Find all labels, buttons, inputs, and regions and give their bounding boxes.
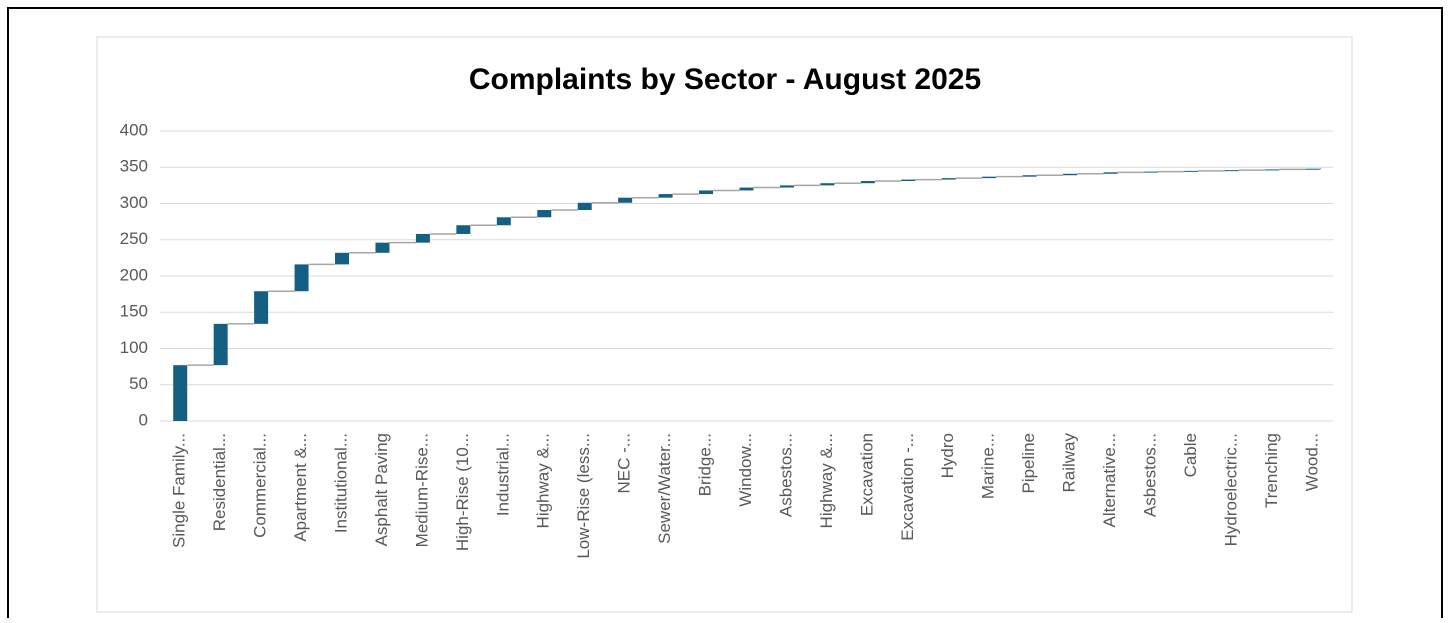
bar	[779, 185, 794, 188]
bar	[1103, 172, 1118, 174]
x-tick-label: High-Rise (10...	[453, 433, 472, 551]
x-tick-label: Railway	[1060, 433, 1079, 493]
bar	[254, 291, 269, 324]
x-tick-label: Window...	[736, 433, 755, 507]
x-tick-label: Excavation	[857, 433, 876, 516]
x-tick-label: Commercial...	[251, 433, 270, 538]
bar	[415, 233, 430, 243]
bar	[739, 187, 754, 191]
y-tick-label: 50	[129, 374, 148, 393]
x-tick-label: Wood...	[1302, 433, 1321, 491]
y-tick-label: 200	[120, 265, 148, 284]
x-tick-label: Bridge...	[696, 433, 715, 496]
x-tick-label: NEC -...	[615, 433, 634, 493]
bar	[658, 194, 673, 198]
bar	[1305, 168, 1320, 170]
bar	[1143, 171, 1158, 173]
x-tick-label: Trenching	[1262, 433, 1281, 508]
bar	[335, 252, 350, 265]
x-tick-label: Marine...	[979, 433, 998, 499]
y-tick-label: 0	[139, 410, 148, 429]
bar	[1022, 175, 1037, 177]
x-tick-label: Cable	[1181, 433, 1200, 477]
y-tick-label: 400	[120, 120, 148, 139]
bar	[294, 264, 309, 292]
bar	[820, 183, 835, 186]
x-tick-label: Highway &...	[534, 433, 553, 528]
x-tick-label: Residential...	[210, 433, 229, 531]
bar	[1224, 170, 1239, 172]
x-tick-label: Apartment &...	[291, 433, 310, 542]
y-tick-label: 250	[120, 229, 148, 248]
bar	[577, 202, 592, 211]
x-tick-label: Asbestos...	[1140, 433, 1159, 517]
x-tick-label: Alternative...	[1100, 433, 1119, 528]
bar	[1184, 170, 1199, 172]
x-tick-label: Industrial...	[493, 433, 512, 516]
bar	[941, 178, 956, 180]
outer-frame	[7, 7, 1443, 623]
bar	[213, 323, 228, 366]
bar	[860, 181, 875, 184]
bar	[982, 176, 997, 179]
bar	[901, 179, 916, 182]
x-tick-label: Sewer/Water...	[655, 433, 674, 544]
bar	[456, 225, 471, 234]
x-tick-label: Low-Rise (less...	[574, 433, 593, 559]
x-tick-label: Hydro	[938, 433, 957, 478]
x-tick-label: Asbestos...	[776, 433, 795, 517]
x-tick-label: Institutional...	[332, 433, 351, 533]
bar	[699, 190, 714, 195]
x-tick-label: Excavation -...	[898, 433, 917, 541]
bar	[1265, 169, 1280, 171]
bar	[496, 217, 511, 226]
x-tick-label: Pipeline	[1019, 433, 1038, 494]
x-tick-label: Medium-Rise...	[412, 433, 431, 547]
x-tick-label: Single Family...	[170, 433, 189, 548]
chart-title: Complaints by Sector - August 2025	[469, 63, 981, 96]
bar	[375, 242, 390, 253]
y-tick-label: 150	[120, 302, 148, 321]
x-tick-label: Asphalt Paving	[372, 433, 391, 546]
x-tick-label: Highway &...	[817, 433, 836, 528]
y-tick-label: 350	[120, 157, 148, 176]
bar	[173, 365, 188, 421]
bar	[537, 210, 552, 218]
y-tick-label: 300	[120, 193, 148, 212]
y-tick-label: 100	[120, 338, 148, 357]
chart-area	[96, 36, 1353, 613]
x-tick-label: Hydroelectric...	[1221, 433, 1240, 546]
bar	[1063, 173, 1078, 176]
bar	[618, 197, 633, 203]
